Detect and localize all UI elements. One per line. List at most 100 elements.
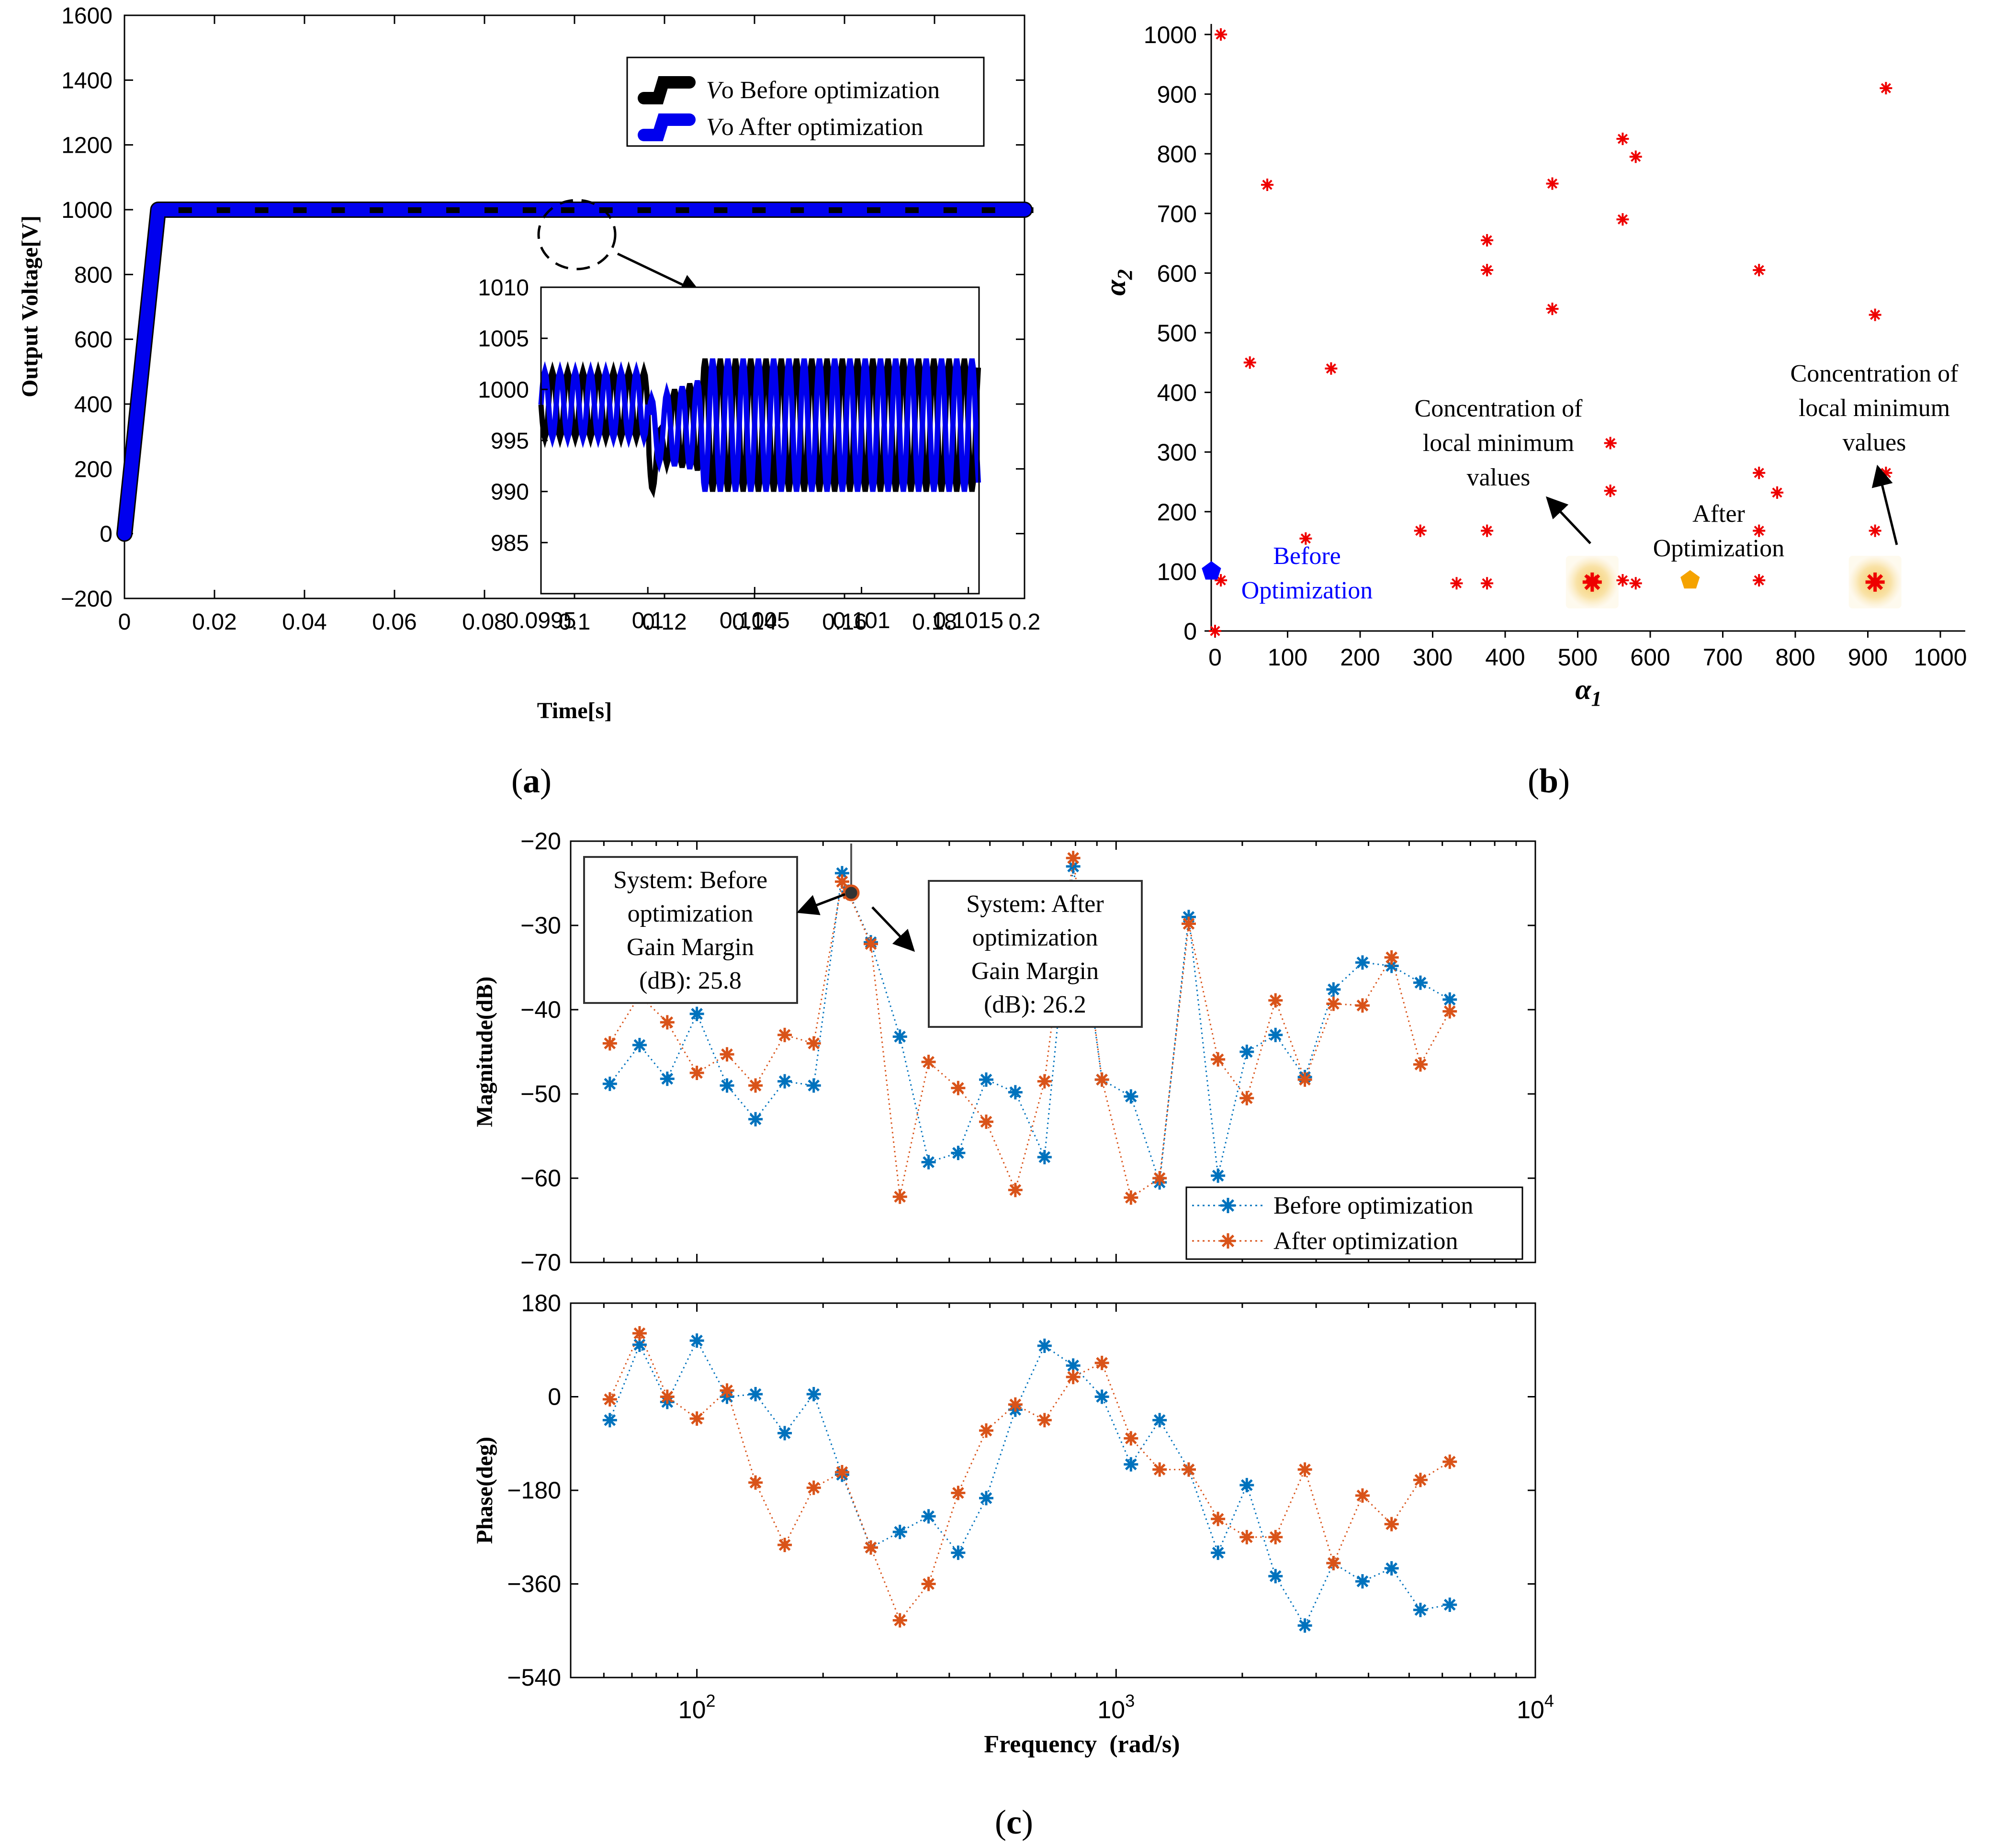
a-xtick-label: 0.08 <box>462 609 507 635</box>
phase-before-marker-stroke <box>952 1546 964 1559</box>
mag-before-marker-stroke <box>721 1080 733 1092</box>
mag-before-marker <box>1211 1168 1226 1183</box>
b-ytick-label: 100 <box>1157 558 1197 585</box>
mag-after-marker-stroke <box>865 938 877 950</box>
a-before-ripple <box>370 207 383 213</box>
mag-before-marker-stroke <box>1269 1029 1282 1041</box>
a-before-ripple <box>255 207 269 213</box>
a-xtick-label: 0.12 <box>642 609 687 635</box>
b-point-stroke <box>1605 485 1616 496</box>
phase-after-marker <box>1124 1431 1138 1446</box>
panel-c-legend-box <box>1185 1186 1523 1260</box>
mag-after-marker-stroke <box>1269 994 1282 1007</box>
b-highlight-point-stroke <box>1867 574 1883 590</box>
callout-after-4: (dB): 26.2 <box>984 991 1086 1018</box>
b-point <box>1771 486 1784 499</box>
b-point-stroke <box>1772 487 1782 498</box>
b-ytick-label: 1000 <box>1144 22 1197 48</box>
mag-before-marker <box>632 1037 647 1052</box>
phase-before-marker <box>892 1524 907 1539</box>
b-point-stroke <box>1605 438 1616 449</box>
conc-right-arrow <box>1871 464 1898 545</box>
before-opt-label-2: Optimization <box>1241 577 1373 604</box>
legend-label-after: Vo After optimization <box>706 113 923 141</box>
mag-before-marker <box>979 1072 994 1087</box>
mag-after-marker <box>720 1047 734 1062</box>
a-ytick-label: 400 <box>74 392 113 417</box>
phase-after-marker-stroke <box>1009 1398 1022 1411</box>
mag-after-marker-stroke <box>1153 1172 1166 1184</box>
a-before-ripple <box>216 207 230 213</box>
b-xtick-label: 700 <box>1703 644 1743 671</box>
legend-label-after-c: After optimization <box>1273 1228 1458 1255</box>
phase-after-marker-stroke <box>778 1539 791 1551</box>
phase-after-marker <box>806 1480 821 1495</box>
b-ytick-label: 600 <box>1157 260 1197 287</box>
phase-after-marker <box>1037 1413 1052 1428</box>
mag-ytick-label: −30 <box>520 912 561 939</box>
b-point <box>1414 524 1427 537</box>
b-point-stroke <box>1210 626 1220 636</box>
phase-before-marker-stroke <box>1212 1546 1224 1559</box>
mag-before-marker-stroke <box>1125 1090 1137 1103</box>
mag-after-marker <box>834 874 849 889</box>
mag-before-marker-stroke <box>1443 993 1456 1006</box>
mag-before-marker <box>689 1006 704 1021</box>
a-ytick-label: 1000 <box>61 198 113 223</box>
phase-before-marker-stroke <box>808 1388 820 1400</box>
phase-before-marker <box>602 1413 617 1428</box>
phase-after-marker <box>720 1383 734 1398</box>
phase-after-marker-stroke <box>633 1327 646 1340</box>
panel-c-xlabel: Frequency (rad/s) <box>984 1731 1180 1758</box>
b-point-stroke <box>1547 304 1558 314</box>
callout-before-2: optimization <box>628 900 754 927</box>
callout-before-box <box>583 856 798 1004</box>
b-point-stroke <box>1754 265 1764 275</box>
mag-after-marker <box>1211 1052 1226 1067</box>
legend-marker-after <box>1220 1233 1236 1249</box>
mag-before-marker <box>777 1074 792 1089</box>
inset-series-before <box>538 358 981 498</box>
phase-after-marker-stroke <box>1299 1464 1311 1475</box>
mag-before-marker <box>720 1078 734 1093</box>
a-before-ripple <box>676 207 689 213</box>
mag-after-marker <box>892 1189 907 1204</box>
b-point-stroke <box>1326 363 1337 374</box>
b-ytick-label: 900 <box>1157 81 1197 108</box>
b-highlight-point-stroke <box>1584 574 1600 590</box>
b-point <box>1243 356 1256 369</box>
mag-before-marker <box>1413 975 1428 990</box>
mag-before-marker <box>951 1146 966 1160</box>
phase-ytick-label: 180 <box>521 1290 561 1317</box>
b-ytick-label: 200 <box>1157 499 1197 526</box>
mag-after-marker <box>806 1036 821 1051</box>
phase-after-marker <box>864 1540 878 1555</box>
mag-after-marker-stroke <box>1125 1192 1137 1204</box>
phase-before-marker-stroke <box>1385 1562 1398 1575</box>
panel-c-ticks: 102 103 104 −20 −30 −40 −50 −60 −70 180 0 −180 −360 −… <box>507 828 1554 1724</box>
phase-ytick-label: −540 <box>507 1664 561 1691</box>
phase-before-marker <box>1355 1574 1370 1589</box>
mag-after-marker-stroke <box>1385 951 1398 964</box>
b-point-stroke <box>1754 575 1764 586</box>
callout-after-1: System: After <box>966 890 1104 918</box>
b-point-stroke <box>1881 83 1891 93</box>
mag-after-marker <box>1413 1057 1428 1072</box>
phase-after-marker-stroke <box>1212 1513 1224 1525</box>
mag-before-marker-stroke <box>980 1073 992 1086</box>
inset-xtick-label: 0.0995 <box>506 608 576 633</box>
b-point <box>1604 484 1617 497</box>
callout-before-arrow <box>796 893 845 915</box>
a-ytick-label: 1600 <box>61 3 113 29</box>
b-point-stroke <box>1547 178 1558 189</box>
phase-before-marker-stroke <box>894 1526 906 1538</box>
callout-before-4: (dB): 25.8 <box>639 967 742 994</box>
b-point-stroke <box>1631 151 1641 162</box>
phase-before-marker-stroke <box>980 1492 992 1504</box>
phase-after-marker-stroke <box>1443 1455 1456 1468</box>
mag-after-marker <box>1094 1072 1109 1087</box>
b-point <box>1880 466 1892 479</box>
mag-before-marker-stroke <box>778 1075 791 1087</box>
phase-after-marker <box>602 1392 617 1407</box>
mag-ytick-label: −60 <box>520 1165 561 1192</box>
